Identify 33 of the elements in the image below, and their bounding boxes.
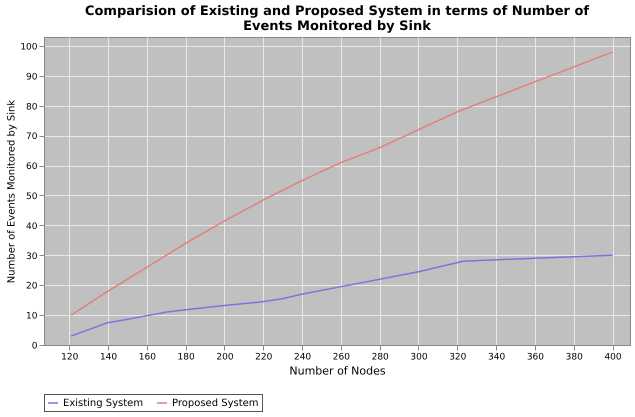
y-tick-label: 10 [26, 312, 38, 322]
x-tick-label: 160 [138, 352, 156, 362]
line-series [70, 254, 614, 337]
x-tick-label: 240 [294, 352, 312, 362]
chart-title: Comparision of Existing and Proposed System in terms of Number of Events Monitored by Sink [84, 4, 590, 34]
y-tick-label: 50 [26, 192, 38, 202]
y-tick-label: 30 [26, 252, 38, 262]
y-axis-title: Number of Events Monitored by Sink [6, 100, 18, 284]
x-tick-label: 340 [488, 352, 506, 362]
legend-label: Proposed System [172, 398, 259, 409]
x-tick-label: 260 [332, 352, 350, 362]
line-series [70, 51, 614, 316]
x-tick-label: 140 [100, 352, 118, 362]
y-tick-label: 60 [26, 162, 38, 172]
legend-label: Existing System [63, 398, 144, 409]
y-tick-label: 40 [26, 222, 38, 232]
x-tick-label: 380 [566, 352, 584, 362]
x-tick-label: 200 [216, 352, 234, 362]
y-tick-label: 70 [26, 132, 38, 142]
y-tick-label: 0 [32, 342, 38, 352]
y-tick-label: 80 [26, 102, 38, 112]
y-tick-label: 100 [20, 42, 38, 52]
x-tick-label: 300 [410, 352, 428, 362]
y-tick-label: 90 [26, 72, 38, 82]
x-tick-label: 400 [604, 352, 622, 362]
y-tick-label: 20 [26, 282, 38, 292]
x-axis-title: Number of Nodes [289, 364, 386, 378]
x-tick-label: 180 [178, 352, 196, 362]
x-tick-label: 280 [372, 352, 390, 362]
x-tick-label: 360 [526, 352, 544, 362]
x-tick-label: 220 [255, 352, 273, 362]
x-tick-label: 320 [449, 352, 467, 362]
x-tick-label: 120 [61, 352, 79, 362]
